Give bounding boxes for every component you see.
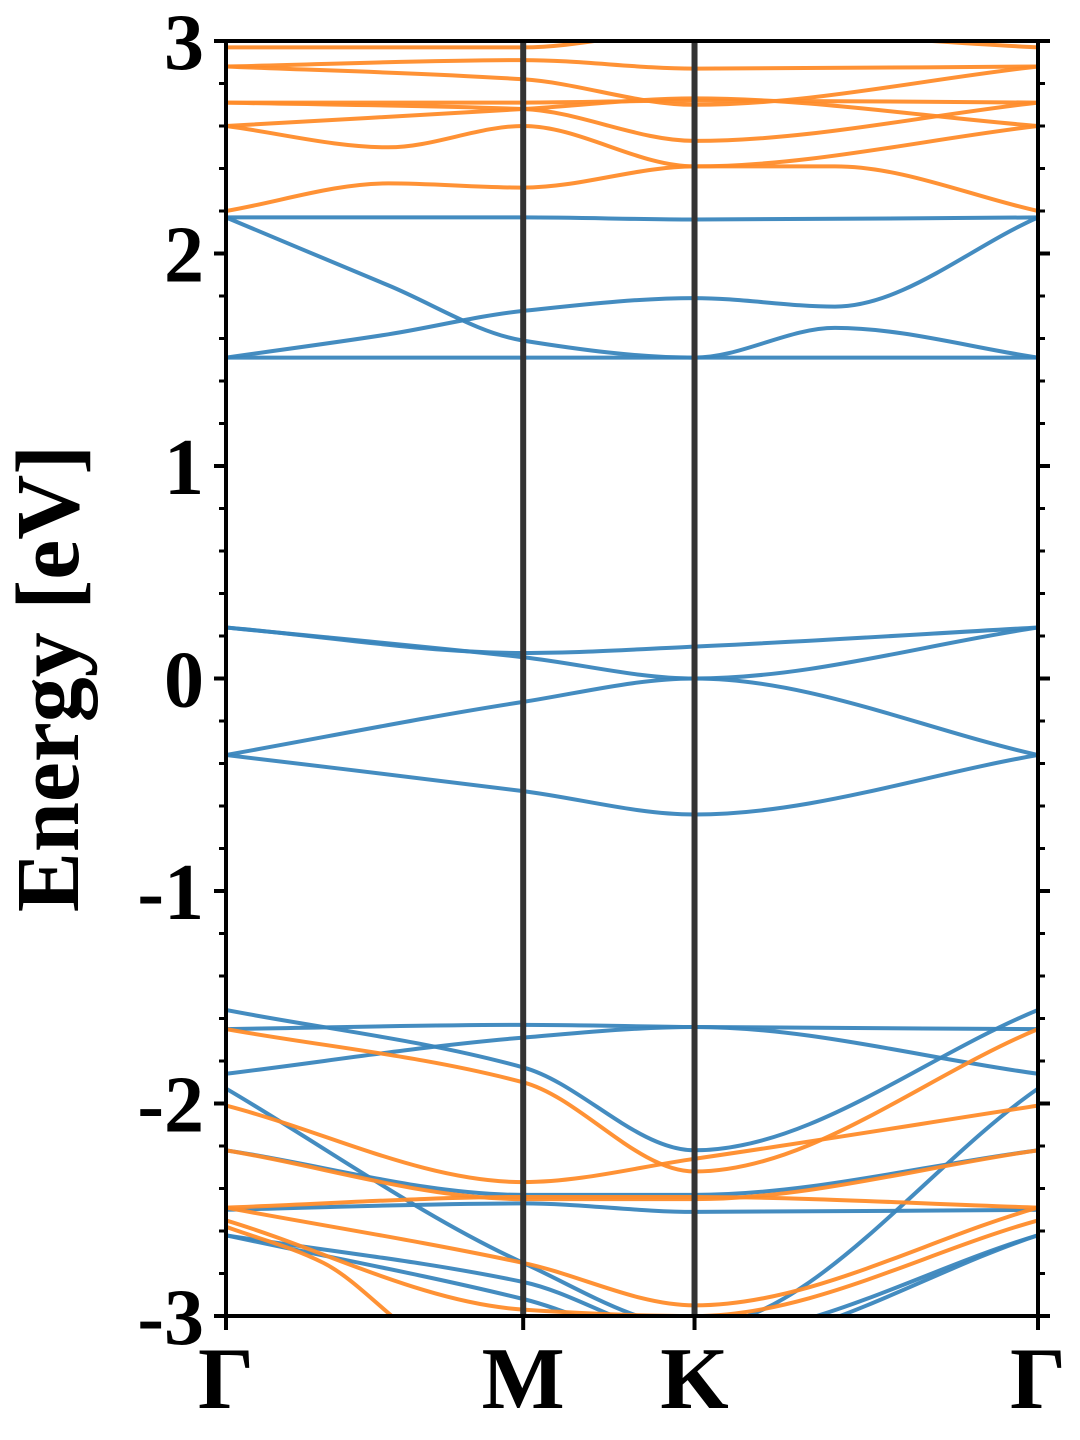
- band-line-blue-3: [226, 676, 1038, 757]
- y-axis-ticks: [214, 39, 1050, 1330]
- band-line-blue-7: [226, 215, 1038, 360]
- y-tick-label: -2: [137, 1062, 204, 1150]
- band-line-blue-11: [226, 1024, 1038, 1076]
- band-line-orange-24: [226, 164, 1038, 213]
- band-line-blue-2: [226, 625, 1038, 656]
- k-point-lines: [520, 41, 698, 1316]
- band-line-orange-18: [226, 58, 1038, 71]
- y-tick-label: 3: [164, 0, 204, 87]
- y-tick-label: -3: [137, 1274, 204, 1362]
- y-tick-label: -1: [137, 849, 204, 937]
- band-line-orange-19: [226, 64, 1038, 107]
- y-tick-label: 2: [164, 212, 204, 300]
- band-line-orange-17: [226, 41, 1038, 50]
- y-tick-label: 1: [164, 424, 204, 512]
- band-line-blue-4: [226, 753, 1038, 817]
- x-tick-label: M: [482, 1331, 565, 1428]
- x-tick-label: K: [660, 1331, 728, 1428]
- band-line-orange-21: [226, 100, 1038, 143]
- band-line-orange-28: [226, 1194, 1038, 1210]
- band-series-layer: [226, 41, 1038, 1316]
- band-line-orange-25: [226, 1027, 1038, 1174]
- band-line-blue-16: [226, 1233, 1038, 1316]
- band-line-blue-13: [226, 1148, 1038, 1197]
- x-tick-label: Γ: [198, 1331, 254, 1428]
- band-line-orange-29: [226, 1205, 1038, 1308]
- band-line-blue-9: [226, 1008, 1038, 1153]
- band-line-blue-15: [226, 1233, 1038, 1316]
- band-line-orange-22: [226, 96, 1038, 128]
- y-tick-label: 0: [164, 637, 204, 725]
- band-line-orange-30: [226, 1218, 1038, 1316]
- band-line-blue-10: [226, 1022, 1038, 1032]
- band-line-orange-31: [226, 1224, 395, 1316]
- band-line-orange-26: [226, 1103, 1038, 1185]
- x-tick-label: Γ: [1010, 1331, 1066, 1428]
- band-line-orange-23: [226, 123, 1038, 169]
- band-line-orange-27: [226, 1148, 1038, 1202]
- band-line-blue-14: [226, 1201, 1038, 1214]
- band-line-blue-5: [226, 215, 1038, 222]
- y-axis-label: Energy [eV]: [0, 445, 98, 912]
- band-line-blue-6: [226, 215, 1038, 360]
